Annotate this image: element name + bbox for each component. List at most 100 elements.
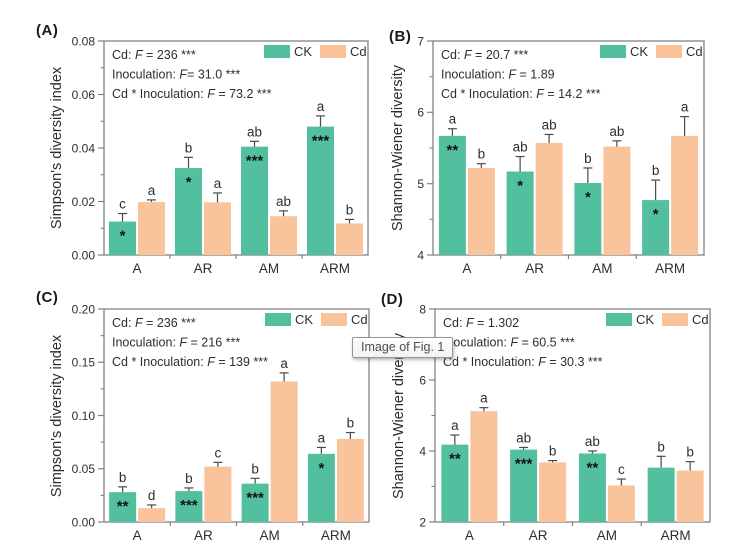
category-label: AR: [525, 261, 544, 276]
bar-cd: [676, 470, 704, 522]
bar-ck: [109, 492, 137, 522]
sig-letter: c: [618, 462, 625, 477]
y-tick-label: 2: [419, 515, 426, 529]
bar-cd: [467, 167, 495, 255]
sig-letter: b: [584, 151, 592, 166]
sig-stars: *: [186, 174, 192, 191]
legend-swatch-ck: [600, 45, 626, 58]
sig-letter: a: [148, 183, 156, 198]
sig-stars: ***: [246, 153, 264, 170]
y-tick-label: 0.05: [72, 462, 96, 476]
sig-letter: ab: [276, 194, 291, 209]
sig-letter: ab: [516, 430, 531, 445]
sig-letter: b: [478, 147, 486, 162]
category-label: AR: [194, 261, 213, 276]
legend-swatch-ck: [606, 313, 632, 326]
sig-letter: ab: [609, 124, 624, 139]
bar-ck: [175, 168, 202, 255]
y-tick-label: 0.08: [72, 34, 96, 48]
bar-cd: [204, 466, 232, 522]
sig-letter: b: [347, 416, 355, 431]
sig-letter: b: [549, 444, 557, 459]
y-tick-label: 0.00: [72, 515, 96, 529]
sig-stars: ***: [312, 133, 330, 150]
sig-letter: ab: [513, 140, 528, 155]
stats-line: Cd * Inoculation: F = 14.2 ***: [441, 87, 601, 101]
sig-letter: a: [480, 391, 488, 406]
bar-ck: [441, 444, 469, 522]
bar-ck: [307, 453, 335, 522]
stats-line: Inoculation: F = 216 ***: [112, 336, 240, 350]
sig-letter: b: [185, 471, 193, 486]
category-label: ARM: [661, 528, 691, 543]
sig-stars: *: [120, 228, 126, 245]
category-label: AM: [597, 528, 617, 543]
y-tick-label: 5: [417, 177, 424, 191]
stats-line: Cd: F = 1.302: [443, 316, 519, 330]
sig-stars: **: [587, 459, 599, 476]
category-label: AM: [260, 528, 280, 543]
panel-a-label: (A): [36, 22, 59, 39]
legend-swatch-cd: [656, 45, 682, 58]
sig-stars: *: [585, 189, 591, 206]
stats-line: Cd * Inoculation: F = 73.2 ***: [112, 87, 272, 101]
category-label: ARM: [321, 528, 351, 543]
sig-letter: b: [657, 439, 665, 454]
y-tick-label: 7: [417, 34, 424, 48]
y-tick-label: 0.06: [72, 88, 96, 102]
legend-swatch-ck: [265, 313, 291, 326]
category-label: A: [133, 528, 142, 543]
bar-cd: [607, 485, 635, 522]
sig-letter: b: [119, 470, 127, 485]
legend-label-ck: CK: [636, 312, 654, 327]
sig-stars: **: [447, 142, 459, 159]
sig-letter: c: [119, 197, 126, 212]
legend-swatch-ck: [264, 45, 290, 58]
tooltip: Image of Fig. 1: [352, 337, 454, 358]
stats-line: Cd * Inoculation: F = 30.3 ***: [443, 355, 603, 369]
panel-svg: 0.00 0.05 0.10 0.15 0.20 A AR AM ARM b ** b *** b *** a…: [72, 302, 370, 543]
category-label: AR: [194, 528, 213, 543]
sig-stars: ***: [246, 490, 264, 507]
stats-line: Cd: F = 236 ***: [112, 316, 196, 330]
bar-cd: [539, 462, 567, 522]
sig-letter: a: [449, 112, 457, 127]
legend-swatch-cd: [662, 313, 688, 326]
legend-label-ck: CK: [295, 312, 313, 327]
bar-cd: [535, 143, 563, 255]
stats-line: Inoculation: F = 1.89: [441, 68, 555, 82]
bar-cd: [336, 438, 364, 522]
sig-letter: ab: [247, 124, 262, 139]
sig-letter: b: [185, 140, 193, 155]
legend-label-cd: Cd: [351, 312, 368, 327]
y-tick-label: 6: [419, 373, 426, 387]
legend-label-cd: Cd: [692, 312, 709, 327]
category-label: ARM: [655, 261, 685, 276]
y-tick-label: 4: [417, 248, 424, 262]
y-tick-label: 0.00: [72, 248, 96, 262]
y-tick-label: 8: [419, 302, 426, 316]
sig-letter: b: [652, 163, 660, 178]
bar-ck: [241, 483, 269, 522]
bar-ck: [510, 449, 538, 522]
y-tick-label: 0.15: [72, 356, 96, 370]
panel-d: (D) Shannon-Wiener diversity 2 4 6 8 A AR AM AR…: [371, 279, 743, 558]
panel-c-label: (C): [36, 289, 59, 306]
bar-cd: [138, 508, 166, 522]
sig-letter: b: [346, 202, 354, 217]
sig-letter: ab: [585, 434, 600, 449]
sig-letter: a: [318, 430, 326, 445]
sig-letter: b: [251, 461, 259, 476]
panel-d-label: (D): [381, 291, 404, 308]
sig-letter: d: [148, 488, 156, 503]
sig-letter: ab: [542, 117, 557, 132]
legend-label-cd: Cd: [350, 44, 367, 59]
bar-ck: [647, 467, 675, 522]
bar-cd: [603, 146, 631, 255]
sig-stars: ***: [515, 456, 533, 473]
bar-ck: [506, 171, 534, 255]
category-label: A: [465, 528, 474, 543]
panel-a-plot-area: 0.00 0.02 0.04 0.06 0.08 A AR AM ARM c * b * ab *** a **…: [0, 0, 372, 279]
